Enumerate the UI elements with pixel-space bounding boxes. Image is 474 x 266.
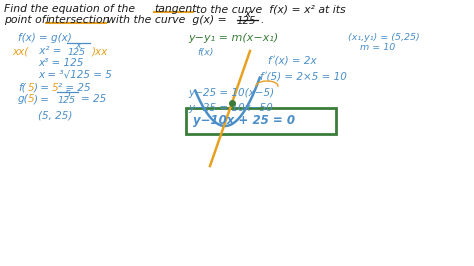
Text: = 25: = 25: [81, 94, 106, 104]
Text: point of: point of: [4, 15, 46, 25]
Text: 125: 125: [237, 16, 256, 26]
Text: with the curve  g(x) =: with the curve g(x) =: [107, 15, 227, 25]
Text: f(x) = g(x): f(x) = g(x): [18, 33, 72, 43]
Text: intersection: intersection: [46, 15, 110, 25]
Text: x: x: [244, 9, 250, 19]
Text: fʹ(5) = 2×5 = 10: fʹ(5) = 2×5 = 10: [260, 72, 347, 82]
Text: y−10x + 25 = 0: y−10x + 25 = 0: [193, 114, 295, 127]
Text: 5: 5: [52, 83, 59, 93]
Text: m = 10: m = 10: [360, 43, 395, 52]
Text: (5, 25): (5, 25): [38, 110, 73, 120]
Text: x = ³√125 = 5: x = ³√125 = 5: [38, 69, 112, 79]
Text: xx(: xx(: [12, 46, 28, 56]
Text: )xx: )xx: [92, 46, 108, 56]
Text: ² = 25: ² = 25: [58, 83, 91, 93]
Text: y−y₁ = m(x−x₁): y−y₁ = m(x−x₁): [188, 33, 278, 43]
Text: y−25 = 10x−50: y−25 = 10x−50: [188, 103, 273, 113]
Text: Find the equation of the: Find the equation of the: [4, 4, 135, 14]
Text: x³ = 125: x³ = 125: [38, 58, 83, 68]
Text: y−25 = 10(x−5): y−25 = 10(x−5): [188, 88, 274, 98]
Text: g(: g(: [18, 94, 28, 104]
Text: .: .: [260, 15, 264, 25]
Text: tangent: tangent: [154, 4, 197, 14]
FancyBboxPatch shape: [186, 108, 336, 134]
Text: ) =: ) =: [34, 83, 53, 93]
Text: fʹ(x) = 2x: fʹ(x) = 2x: [268, 56, 317, 66]
Text: (x₁,y₁) = (5,25): (x₁,y₁) = (5,25): [348, 33, 420, 42]
Text: 125: 125: [58, 96, 76, 105]
Text: to the curve  f(x) = x² at its: to the curve f(x) = x² at its: [196, 4, 346, 14]
Text: x: x: [75, 41, 81, 50]
Text: 5: 5: [28, 94, 35, 104]
Text: x² =: x² =: [36, 46, 62, 56]
Text: 125: 125: [68, 48, 86, 57]
Text: 5: 5: [65, 90, 71, 99]
Text: f(x): f(x): [197, 48, 213, 57]
Text: 5: 5: [28, 83, 35, 93]
Text: f(: f(: [18, 83, 26, 93]
Text: ) =: ) =: [34, 94, 50, 104]
